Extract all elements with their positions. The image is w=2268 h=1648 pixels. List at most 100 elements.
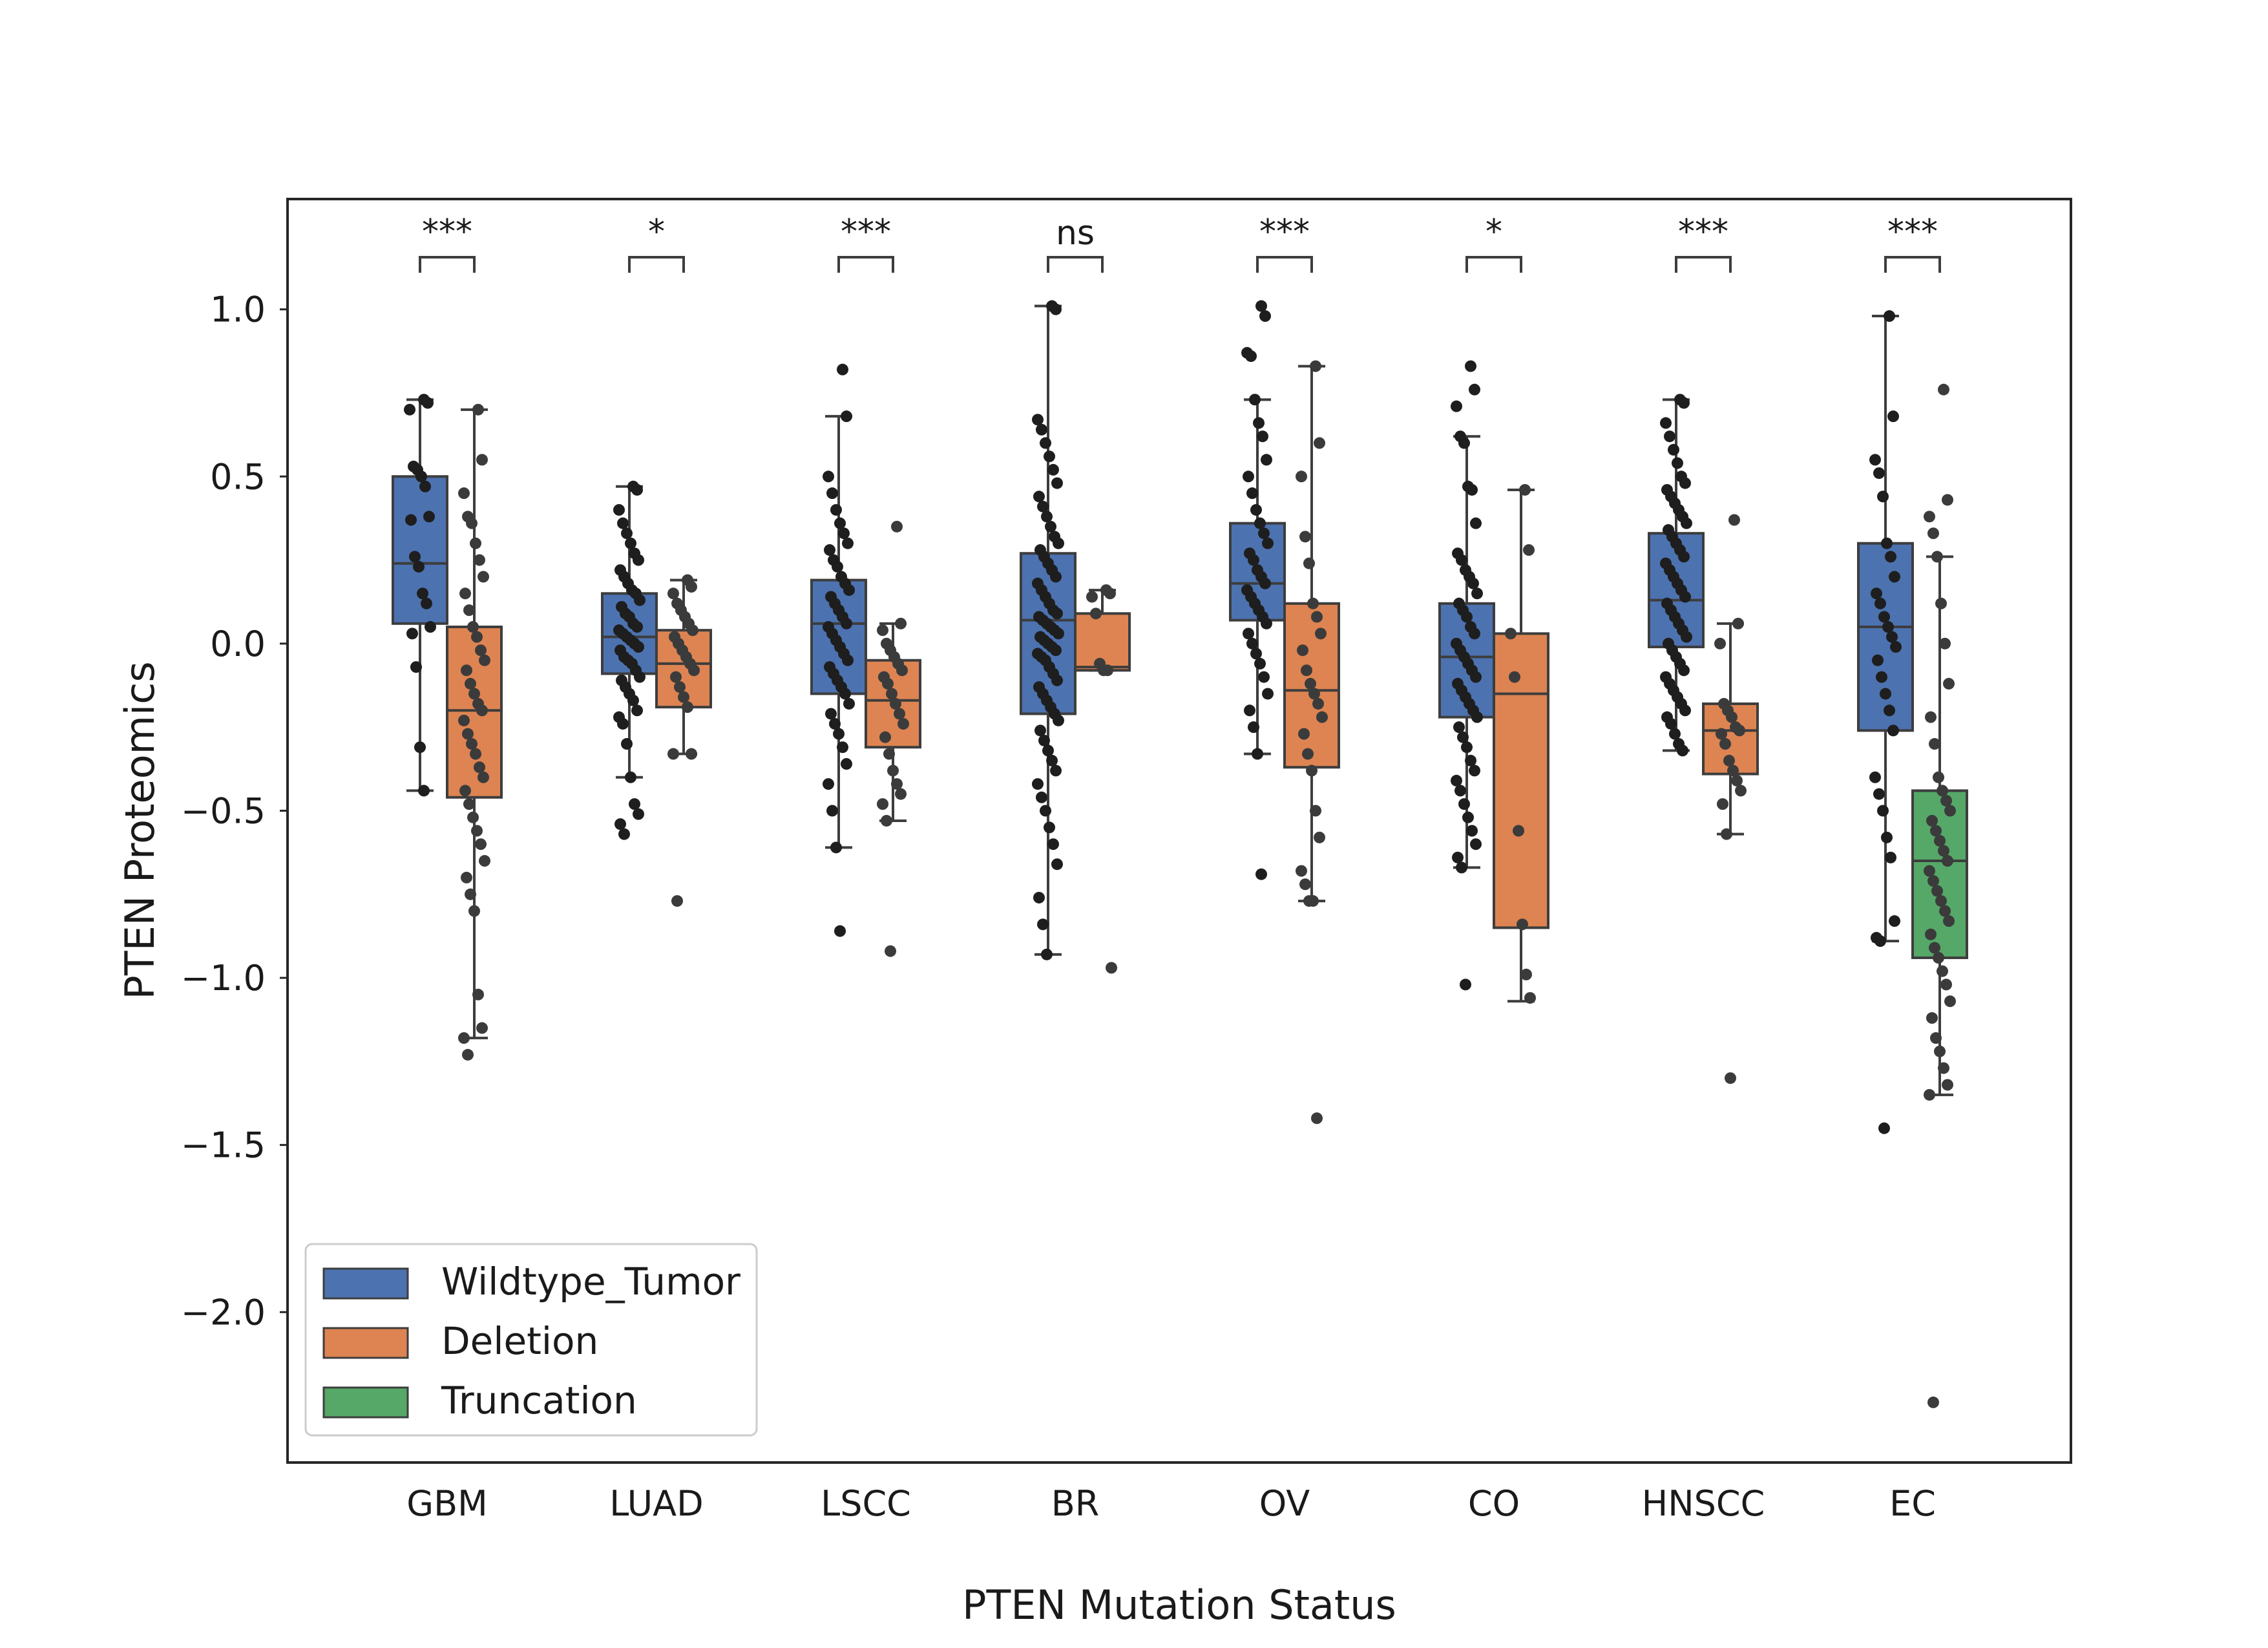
data-point	[826, 487, 838, 500]
legend-label: Wildtype_Tumor	[441, 1260, 740, 1304]
data-point	[1890, 641, 1902, 653]
significance-label: ***	[1259, 213, 1310, 251]
data-point	[1307, 895, 1319, 907]
box-group-gbm-deletion	[446, 403, 503, 1061]
box-ec-wildtype-tumor	[1857, 542, 1914, 732]
data-point	[1259, 577, 1271, 589]
data-point	[1102, 664, 1113, 677]
data-point	[1871, 587, 1882, 600]
data-point	[1044, 450, 1055, 463]
data-point	[1246, 637, 1258, 650]
data-point	[882, 677, 894, 690]
data-point	[830, 503, 842, 516]
data-point	[1244, 704, 1255, 717]
data-point	[832, 560, 843, 573]
data-point	[1881, 831, 1893, 843]
data-point	[877, 624, 888, 637]
significance-co: *	[1465, 213, 1522, 273]
data-point	[476, 1022, 488, 1034]
data-point	[887, 765, 899, 777]
data-point	[682, 701, 693, 713]
data-point	[1467, 577, 1479, 589]
data-point	[1458, 437, 1470, 449]
data-point	[1665, 717, 1677, 730]
x-axis: GBM LUAD LSCC BR OV CO HNSCC EC	[406, 1483, 1936, 1524]
data-point	[423, 511, 435, 523]
data-point	[1939, 637, 1951, 650]
data-point	[1250, 503, 1262, 516]
data-point	[1255, 868, 1267, 880]
data-point	[1509, 671, 1520, 683]
data-point	[625, 771, 636, 783]
plot-area: *** * *** ns *** * *** ***	[392, 213, 1968, 1408]
data-point	[1470, 517, 1482, 529]
box-group-hnscc-wildtype-tumor	[1648, 394, 1705, 757]
data-point	[839, 688, 851, 700]
data-point	[1933, 771, 1944, 783]
data-point	[621, 527, 633, 540]
data-point	[895, 617, 907, 629]
data-point	[891, 520, 903, 533]
data-point	[1735, 785, 1747, 797]
data-point	[463, 798, 475, 810]
data-point	[1731, 774, 1743, 787]
data-point	[1034, 724, 1046, 737]
data-point	[422, 397, 434, 409]
data-point	[1261, 617, 1272, 629]
data-point	[842, 654, 854, 666]
data-point	[1943, 677, 1955, 690]
data-point	[1887, 410, 1899, 423]
data-point	[625, 537, 636, 549]
legend-item-deletion: Deletion	[322, 1319, 598, 1363]
data-point	[1929, 738, 1940, 750]
data-point	[1047, 838, 1059, 850]
data-point	[1042, 745, 1054, 757]
significance-bracket	[628, 256, 685, 273]
y-tick-label: −1.0	[181, 958, 266, 998]
data-point	[1721, 828, 1732, 840]
data-point	[1460, 978, 1471, 991]
x-tick-label-ov: OV	[1259, 1483, 1310, 1524]
data-point	[629, 798, 640, 810]
data-point	[1051, 477, 1063, 489]
data-point	[1681, 517, 1692, 529]
data-point	[1250, 648, 1262, 660]
data-point	[1925, 928, 1937, 940]
data-point	[1041, 948, 1053, 960]
data-point	[678, 691, 689, 703]
data-point	[1307, 597, 1319, 609]
data-point	[688, 664, 700, 677]
significance-label: ***	[1887, 213, 1938, 251]
data-point	[1887, 724, 1899, 737]
data-point	[1925, 711, 1937, 723]
data-point	[1714, 637, 1726, 650]
data-point	[478, 771, 489, 783]
y-tick-label: −1.5	[181, 1125, 266, 1166]
data-point	[634, 671, 646, 683]
data-point	[826, 805, 838, 817]
data-point	[1926, 814, 1938, 827]
data-point	[1943, 915, 1955, 927]
data-point	[1047, 463, 1059, 476]
data-point	[1869, 771, 1881, 783]
data-point	[1302, 748, 1314, 760]
data-point	[417, 587, 428, 600]
data-point	[476, 704, 488, 717]
box-gbm-wildtype-tumor	[392, 475, 448, 625]
x-tick-label-hnscc: HNSCC	[1642, 1483, 1765, 1524]
data-point	[463, 604, 475, 617]
data-point	[462, 1049, 474, 1061]
data-point	[472, 403, 484, 416]
significance-bracket	[1256, 256, 1313, 273]
data-point	[823, 470, 834, 483]
data-point	[472, 988, 484, 1000]
data-point	[891, 778, 903, 790]
data-point	[462, 728, 474, 740]
data-point	[1924, 865, 1935, 877]
data-point	[1935, 895, 1947, 907]
data-point	[1306, 765, 1318, 777]
data-point	[1924, 1089, 1935, 1101]
data-point	[1874, 935, 1886, 947]
data-point	[1456, 861, 1467, 874]
significance-bracket	[1465, 256, 1522, 273]
